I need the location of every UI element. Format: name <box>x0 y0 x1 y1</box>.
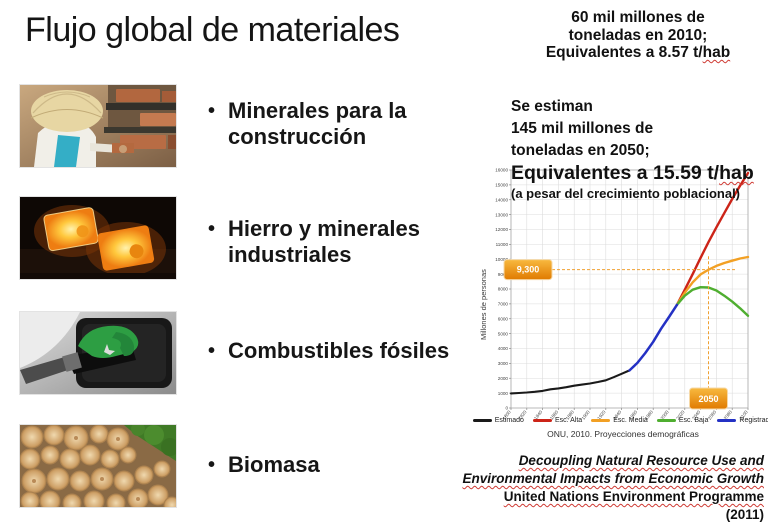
note-2050-line1: Se estiman <box>511 98 593 115</box>
citation: Decoupling Natural Resource Use and Envi… <box>458 452 764 524</box>
svg-text:9000: 9000 <box>498 272 509 277</box>
svg-text:1860: 1860 <box>549 409 560 420</box>
note-2050-parenthetical: (a pesar del crecimiento poblacional) <box>511 186 741 201</box>
photo-molten-steel <box>19 196 177 280</box>
population-chart: 0 1000 2000 3000 4000 5000 6000 7000 8000 9000 100… <box>472 168 768 445</box>
photo-fuel-nozzle <box>19 311 177 395</box>
svg-text:2020: 2020 <box>675 409 686 420</box>
svg-text:4000: 4000 <box>498 346 509 351</box>
svg-text:10000: 10000 <box>495 257 508 262</box>
legend-item: Registrado <box>717 417 768 424</box>
legend-label: Esc. Baja <box>678 417 709 424</box>
svg-text:2100: 2100 <box>739 409 750 420</box>
citation-title-line1: Decoupling Natural Resource Use and <box>518 453 764 468</box>
svg-text:11000: 11000 <box>496 242 509 247</box>
note-2010-equiv: Equivalentes a 8.57 t/hab <box>545 44 731 61</box>
legend-label: Registrado <box>739 417 768 424</box>
svg-text:2040: 2040 <box>691 409 702 420</box>
svg-text:1940: 1940 <box>612 409 623 420</box>
bullet-minerales-construccion: • Minerales para la construcción <box>208 98 474 150</box>
legend-swatch <box>472 419 492 422</box>
svg-text:5000: 5000 <box>498 331 509 336</box>
svg-text:1880: 1880 <box>565 409 576 420</box>
note-2050: Se estiman 145 mil millones de toneladas… <box>511 96 761 202</box>
svg-text:3000: 3000 <box>498 361 509 366</box>
svg-text:2000: 2000 <box>660 409 671 420</box>
photo-wood-logs <box>19 424 177 508</box>
legend-swatch <box>717 419 737 422</box>
note-2050-hab: hab <box>719 162 754 184</box>
photo-brick-worker <box>19 84 177 168</box>
bullet-label: Minerales para la construcción <box>228 98 407 149</box>
svg-text:1960: 1960 <box>628 409 639 420</box>
svg-text:1000: 1000 <box>498 391 509 396</box>
legend-item: Esc. Baja <box>656 417 709 424</box>
svg-text:12000: 12000 <box>495 227 508 232</box>
legend-swatch <box>656 419 676 422</box>
svg-text:1980: 1980 <box>644 409 655 420</box>
svg-text:1900: 1900 <box>581 409 592 420</box>
svg-text:0: 0 <box>505 406 508 411</box>
svg-text:1840: 1840 <box>533 409 544 420</box>
svg-text:13000: 13000 <box>495 212 508 217</box>
page-title: Flujo global de materiales <box>25 11 400 49</box>
chart-y-axis-label: Millones de personas <box>479 269 488 341</box>
bullet-label: Biomasa <box>228 452 320 477</box>
bullet-dot: • <box>208 218 216 240</box>
note-2010: 60 mil millones de toneladas en 2010; Eq… <box>514 9 762 62</box>
legend-swatch <box>532 419 552 422</box>
legend-item: Esc. Media <box>591 417 648 424</box>
note-2050-line3: toneladas en 2050; <box>511 142 650 159</box>
note-2010-hab: hab <box>702 44 731 61</box>
legend-item: Estimado <box>472 417 524 424</box>
note-2050-equiv: Equivalentes a 15.59 t/hab <box>511 162 754 184</box>
svg-text:14000: 14000 <box>495 197 508 202</box>
bullet-dot: • <box>208 454 216 476</box>
bullet-hierro-minerales: • Hierro y minerales industriales <box>208 216 474 268</box>
svg-text:9,300: 9,300 <box>517 265 540 275</box>
svg-text:1920: 1920 <box>596 409 607 420</box>
svg-text:1820: 1820 <box>517 409 528 420</box>
citation-title-line2: Environmental Impacts from Economic Grow… <box>462 471 764 486</box>
bullet-label: Combustibles fósiles <box>228 338 450 363</box>
legend-swatch <box>591 419 611 422</box>
svg-text:7000: 7000 <box>498 302 509 307</box>
population-chart-plot: 0 1000 2000 3000 4000 5000 6000 7000 8000 9000 100… <box>495 168 750 421</box>
citation-publisher: United Nations Environment Programme <box>503 489 764 504</box>
svg-text:1800: 1800 <box>502 409 513 420</box>
bullet-dot: • <box>208 340 216 362</box>
bullet-combustibles-fosiles: • Combustibles fósiles <box>208 338 474 364</box>
legend-item: Esc. Alta <box>532 417 583 424</box>
bullet-label: Hierro y minerales industriales <box>228 216 420 267</box>
svg-text:8000: 8000 <box>498 287 509 292</box>
note-2010-line1: 60 mil millones de <box>571 9 705 26</box>
chart-caption: ONU, 2010. Proyecciones demográficas <box>547 429 699 439</box>
svg-text:15000: 15000 <box>495 183 508 188</box>
bullet-biomasa: • Biomasa <box>208 452 474 478</box>
legend-label: Esc. Media <box>613 417 648 424</box>
note-2010-line2: toneladas en 2010; <box>568 26 708 44</box>
note-2050-line2: 145 mil millones de <box>511 120 654 137</box>
svg-text:6000: 6000 <box>498 316 509 321</box>
legend-label: Esc. Alta <box>554 417 583 424</box>
svg-text:2060: 2060 <box>707 409 718 420</box>
svg-text:2080: 2080 <box>723 409 734 420</box>
svg-text:2050: 2050 <box>698 394 718 404</box>
legend-label: Estimado <box>494 417 524 424</box>
svg-text:2000: 2000 <box>498 376 509 381</box>
bullet-dot: • <box>208 100 216 122</box>
svg-text:16000: 16000 <box>495 168 508 173</box>
citation-year: (2011) <box>725 507 764 522</box>
chart-legend: Estimado Esc. Alta Esc. Media Esc. Baja Regi… <box>472 417 768 424</box>
